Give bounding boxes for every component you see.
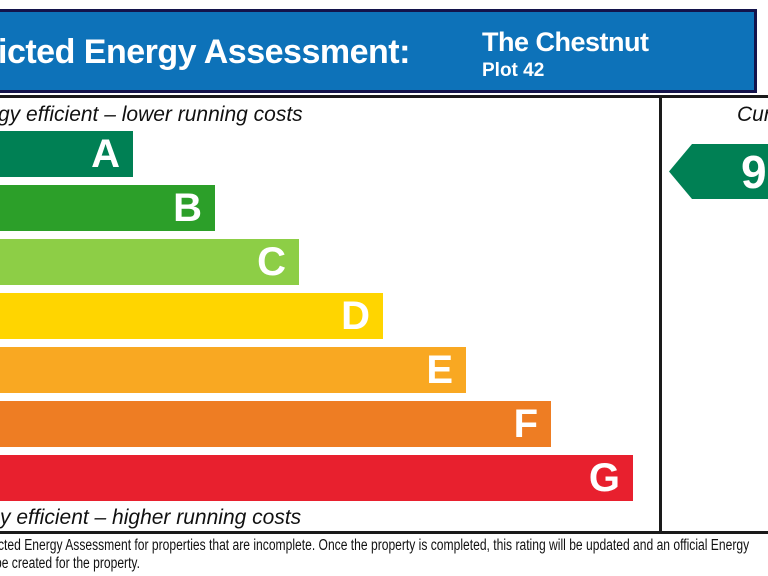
band-letter: E bbox=[426, 348, 453, 392]
header-title: icted Energy Assessment: bbox=[0, 33, 410, 71]
footer-text-line2: be created for the property. bbox=[0, 555, 140, 572]
chart-top-border bbox=[0, 95, 768, 98]
band-letter: D bbox=[341, 294, 370, 338]
footer-text-line1: cted Energy Assessment for properties th… bbox=[0, 537, 750, 554]
chart-bottom-border bbox=[0, 531, 768, 534]
band-letter: F bbox=[513, 402, 538, 446]
chart-column-divider bbox=[659, 95, 662, 534]
plot-number: Plot 42 bbox=[482, 60, 545, 81]
band-letter: C bbox=[257, 240, 286, 284]
band-letter: B bbox=[173, 186, 202, 230]
bottom-efficiency-label: y efficient – higher running costs bbox=[0, 506, 302, 529]
current-rating-value: 9 bbox=[741, 145, 767, 198]
band-letter: G bbox=[588, 456, 620, 500]
header-banner bbox=[0, 9, 757, 93]
band-d: D bbox=[0, 293, 383, 339]
property-name: The Chestnut bbox=[482, 27, 649, 57]
top-efficiency-label: gy efficient – lower running costs bbox=[0, 103, 303, 126]
current-rating-arrow: 9 bbox=[669, 144, 768, 199]
current-column-label: Cur bbox=[737, 103, 768, 126]
band-f: F bbox=[0, 401, 551, 447]
band-b: B bbox=[0, 185, 215, 231]
band-c: C bbox=[0, 239, 299, 285]
band-letter: A bbox=[91, 132, 120, 176]
band-g: G bbox=[0, 455, 633, 501]
band-e: E bbox=[0, 347, 466, 393]
band-a: A bbox=[0, 131, 133, 177]
